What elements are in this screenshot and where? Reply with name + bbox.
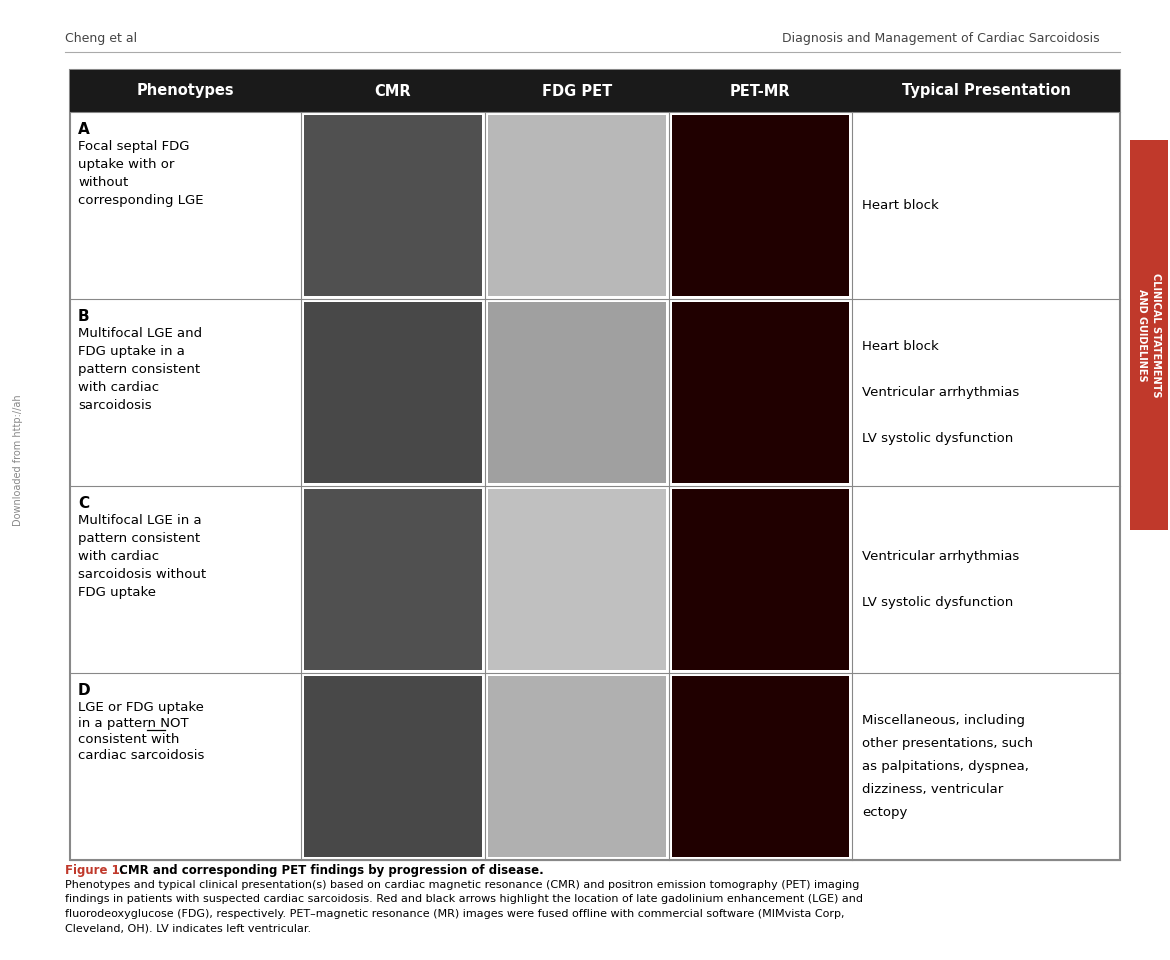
Bar: [304, 676, 482, 857]
Text: Downloaded from http://ah: Downloaded from http://ah: [13, 395, 23, 526]
Text: Cheng et al: Cheng et al: [66, 32, 137, 45]
Bar: [70, 70, 1120, 860]
Bar: [488, 676, 666, 857]
Text: Phenotypes: Phenotypes: [137, 84, 234, 99]
Text: Diagnosis and Management of Cardiac Sarcoidosis: Diagnosis and Management of Cardiac Sarc…: [783, 32, 1100, 45]
Text: PET-MR: PET-MR: [730, 84, 791, 99]
Text: Heart block: Heart block: [862, 199, 940, 212]
Text: in a pattern NOT: in a pattern NOT: [78, 717, 188, 730]
Bar: [488, 115, 666, 296]
Text: circulation: circulation: [289, 769, 870, 861]
Text: C: C: [78, 496, 89, 511]
Text: consistent with: consistent with: [78, 733, 179, 746]
Text: Figure 1.: Figure 1.: [66, 864, 124, 877]
Text: A: A: [78, 122, 90, 137]
Bar: [672, 489, 849, 670]
Text: FDG PET: FDG PET: [542, 84, 612, 99]
Text: cardiac sarcoidosis: cardiac sarcoidosis: [78, 749, 205, 762]
Bar: [70, 70, 1120, 112]
Text: CLINICAL STATEMENTS
AND GUIDELINES: CLINICAL STATEMENTS AND GUIDELINES: [1137, 273, 1161, 397]
Text: Focal septal FDG
uptake with or
without
corresponding LGE: Focal septal FDG uptake with or without …: [78, 140, 204, 207]
Text: Typical Presentation: Typical Presentation: [902, 84, 1071, 99]
Text: Heart block

Ventricular arrhythmias

LV systolic dysfunction: Heart block Ventricular arrhythmias LV s…: [862, 340, 1019, 445]
Text: D: D: [78, 683, 90, 698]
Text: Multifocal LGE in a
pattern consistent
with cardiac
sarcoidosis without
FDG upta: Multifocal LGE in a pattern consistent w…: [78, 514, 206, 599]
Text: Miscellaneous, including
other presentations, such
as palpitations, dyspnea,
diz: Miscellaneous, including other presentat…: [862, 714, 1033, 819]
Text: Ventricular arrhythmias

LV systolic dysfunction: Ventricular arrhythmias LV systolic dysf…: [862, 550, 1019, 609]
Text: LGE or FDG uptake: LGE or FDG uptake: [78, 701, 204, 714]
Bar: [672, 302, 849, 483]
Bar: [488, 302, 666, 483]
Bar: [672, 115, 849, 296]
Bar: [672, 676, 849, 857]
Bar: [488, 489, 666, 670]
Text: CMR and corresponding PET findings by progression of disease.: CMR and corresponding PET findings by pr…: [115, 864, 544, 877]
Bar: [304, 489, 482, 670]
Bar: [1130, 140, 1168, 530]
Bar: [304, 302, 482, 483]
Text: Phenotypes and typical clinical presentation(s) based on cardiac magnetic resona: Phenotypes and typical clinical presenta…: [66, 880, 863, 933]
Bar: [304, 115, 482, 296]
Text: Multifocal LGE and
FDG uptake in a
pattern consistent
with cardiac
sarcoidosis: Multifocal LGE and FDG uptake in a patte…: [78, 327, 202, 412]
Text: CMR: CMR: [374, 84, 411, 99]
Text: B: B: [78, 309, 90, 324]
